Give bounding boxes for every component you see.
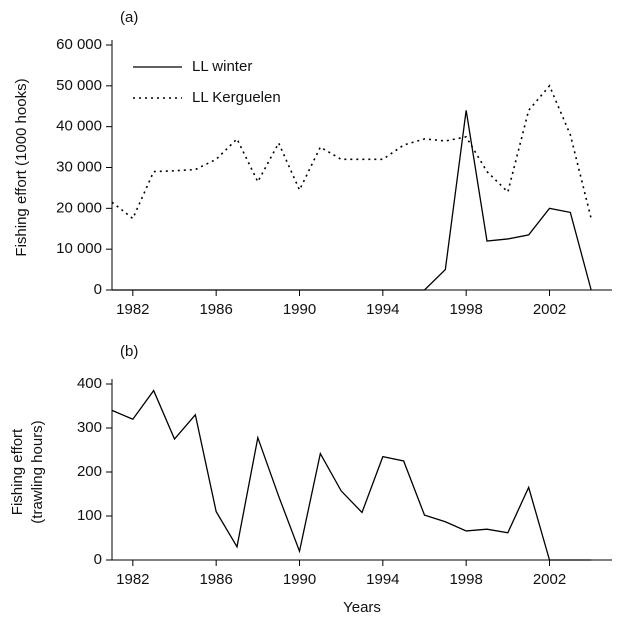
x-tick-label: 1994 bbox=[366, 571, 399, 588]
x-tick-label: 1994 bbox=[366, 301, 399, 318]
legend-label: LL winter bbox=[192, 58, 252, 75]
x-axis-label: Years bbox=[343, 599, 381, 616]
y-tick-label: 100 bbox=[77, 507, 102, 524]
y-axis-label: Fishing effort bbox=[9, 428, 26, 515]
x-tick-label: 1982 bbox=[116, 301, 149, 318]
panel-label: (b) bbox=[120, 343, 138, 360]
y-tick-label: 60 000 bbox=[56, 36, 102, 53]
y-axis-label: (trawling hours) bbox=[29, 420, 46, 523]
x-tick-label: 1982 bbox=[116, 571, 149, 588]
x-tick-label: 1986 bbox=[199, 571, 232, 588]
y-axis-label: Fishing effort (1000 hooks) bbox=[13, 78, 30, 256]
x-tick-label: 2002 bbox=[533, 301, 566, 318]
data-line bbox=[112, 110, 592, 291]
x-tick-label: 1998 bbox=[449, 301, 482, 318]
legend-label: LL Kerguelen bbox=[192, 89, 281, 106]
panel-label: (a) bbox=[120, 9, 138, 26]
y-tick-label: 20 000 bbox=[56, 199, 102, 216]
y-tick-label: 0 bbox=[94, 281, 102, 298]
x-tick-label: 2002 bbox=[533, 571, 566, 588]
y-tick-label: 200 bbox=[77, 463, 102, 480]
y-tick-label: 40 000 bbox=[56, 118, 102, 135]
y-tick-label: 0 bbox=[94, 551, 102, 568]
y-tick-label: 300 bbox=[77, 419, 102, 436]
x-tick-label: 1990 bbox=[283, 571, 316, 588]
data-line bbox=[111, 84, 592, 220]
x-tick-label: 1990 bbox=[283, 301, 316, 318]
data-line bbox=[111, 389, 592, 561]
x-tick-label: 1998 bbox=[449, 571, 482, 588]
y-tick-label: 10 000 bbox=[56, 240, 102, 257]
y-tick-label: 30 000 bbox=[56, 158, 102, 175]
y-tick-label: 50 000 bbox=[56, 77, 102, 94]
y-tick-label: 400 bbox=[77, 375, 102, 392]
x-tick-label: 1986 bbox=[199, 301, 232, 318]
